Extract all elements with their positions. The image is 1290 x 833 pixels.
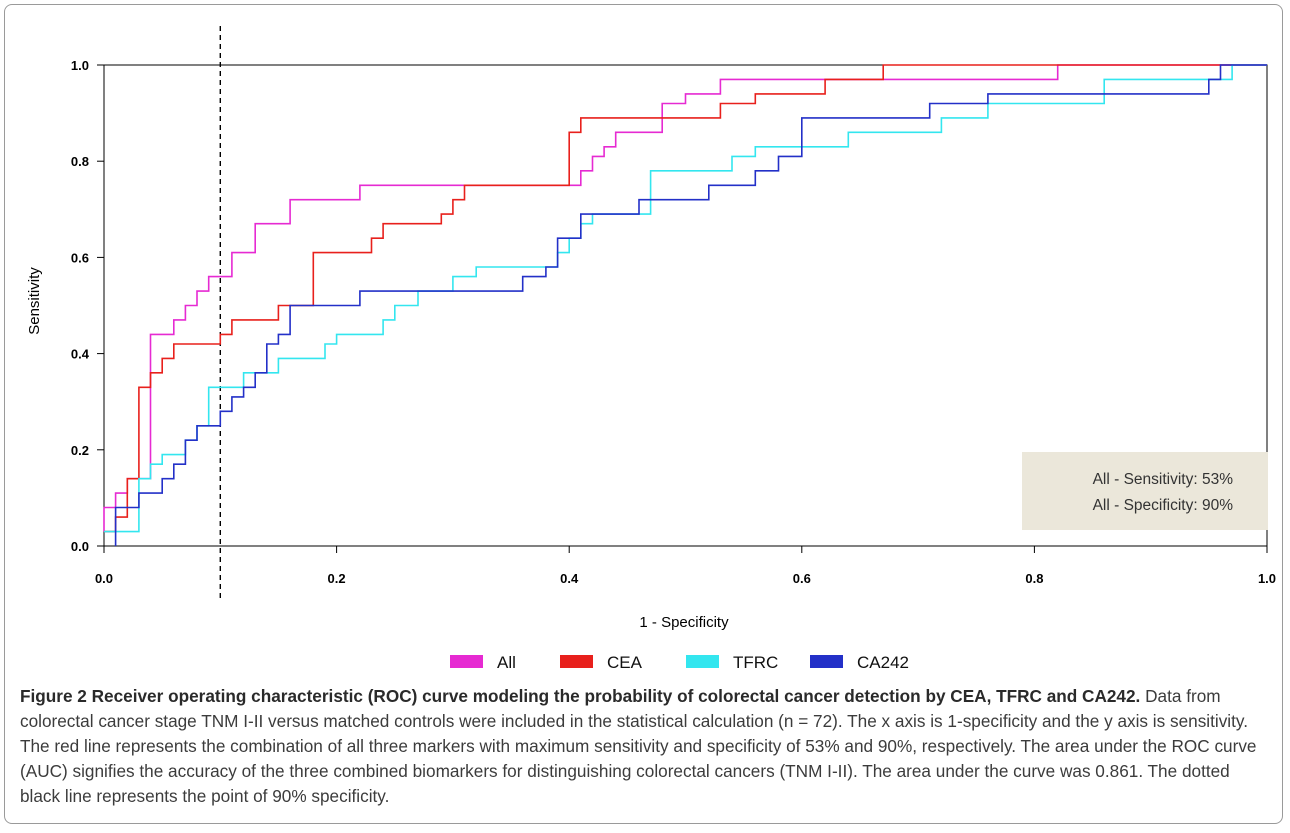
x-tick-label: 0.4	[560, 571, 579, 586]
y-tick-label: 1.0	[71, 58, 89, 73]
annotation-specificity: All - Specificity: 90%	[1093, 497, 1234, 514]
x-tick-label: 0.8	[1025, 571, 1043, 586]
y-tick-label: 0.4	[71, 347, 90, 362]
legend-swatch-ca242	[810, 655, 843, 668]
x-axis-label: 1 - Specificity	[639, 614, 729, 631]
y-tick-label: 0.6	[71, 250, 89, 265]
figure-frame	[4, 4, 1283, 824]
y-axis-label: Sensitivity	[26, 267, 43, 335]
y-tick-label: 0.8	[71, 154, 89, 169]
x-tick-label: 0.0	[95, 571, 113, 586]
x-tick-label: 0.6	[793, 571, 811, 586]
x-tick-label: 1.0	[1258, 571, 1276, 586]
series-line-all	[103, 64, 1267, 532]
legend-label-ca242: CA242	[857, 653, 909, 672]
annotation-box: All - Sensitivity: 53% All - Specificity…	[1022, 452, 1268, 530]
legend-swatch-tfrc	[686, 655, 719, 668]
caption-body: Data from colorectal cancer stage TNM I-…	[20, 686, 1257, 806]
figure-caption: Figure 2 Receiver operating characterist…	[20, 684, 1270, 809]
y-tick-label: 0.0	[71, 539, 89, 554]
legend-swatch-all	[450, 655, 483, 668]
legend-label-cea: CEA	[607, 653, 643, 672]
annotation-sensitivity: All - Sensitivity: 53%	[1093, 471, 1234, 488]
legend-label-all: All	[497, 653, 516, 672]
plot-area	[103, 64, 1268, 547]
caption-title: Figure 2 Receiver operating characterist…	[20, 686, 1141, 706]
legend-label-tfrc: TFRC	[733, 653, 778, 672]
series-line-cea	[104, 64, 1267, 533]
legend: All CEA TFRC CA242	[450, 653, 909, 672]
y-tick-label: 0.2	[71, 443, 89, 458]
x-tick-label: 0.2	[328, 571, 346, 586]
legend-swatch-cea	[560, 655, 593, 668]
series-line-ca242	[114, 64, 1267, 546]
roc-chart: 0.0 0.2 0.4 0.6 0.8 1.0 0.0 0.2 0.4 0.6 0.8 1.0 Sen…	[26, 26, 1276, 672]
